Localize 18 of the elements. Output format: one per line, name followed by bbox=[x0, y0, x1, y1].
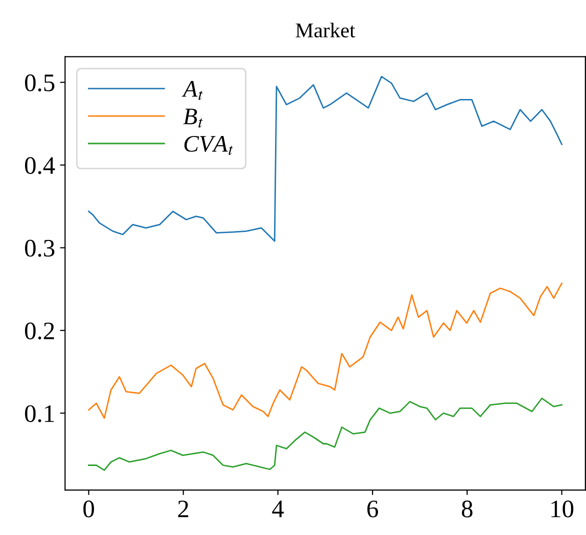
x-tick-label: 2 bbox=[178, 500, 188, 518]
y-tick-label: 0.5 bbox=[25, 74, 54, 92]
y-tick-label: 0.3 bbox=[25, 240, 54, 257]
legend-label: A$_{t}$ bbox=[182, 81, 203, 100]
x-tick-label: 0 bbox=[83, 500, 94, 518]
x-tick-label: 8 bbox=[462, 500, 472, 518]
y-tick-label: 0.2 bbox=[25, 322, 54, 340]
y-tick-label: 0.1 bbox=[25, 405, 54, 422]
x-tick-label: 6 bbox=[367, 500, 378, 518]
line-series bbox=[88, 76, 562, 242]
legend-label: CVA$_{t}$ bbox=[184, 136, 233, 155]
line-series bbox=[88, 398, 562, 471]
x-tick-label: 4 bbox=[272, 500, 284, 518]
line-series bbox=[88, 282, 562, 419]
y-tick-label: 0.4 bbox=[25, 157, 55, 174]
legend-label: B$_{t}$ bbox=[183, 108, 203, 128]
x-tick-label: 10 bbox=[551, 500, 574, 518]
chart-title: Market bbox=[296, 22, 356, 38]
